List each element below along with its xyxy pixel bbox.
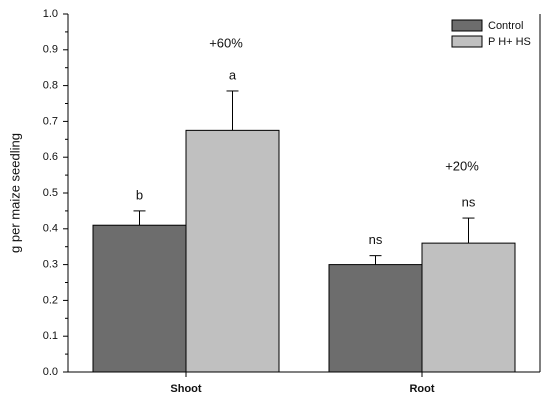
- y-tick-label: 0.5: [43, 187, 58, 199]
- y-tick-label: 0.8: [43, 80, 58, 92]
- y-tick-label: 0.7: [43, 115, 58, 127]
- y-tick-label: 0.3: [43, 259, 58, 271]
- x-tick-label: Root: [409, 383, 434, 395]
- significance-label: ns: [462, 194, 476, 209]
- y-tick-label: 0.4: [43, 223, 58, 235]
- y-tick-label: 0.1: [43, 330, 58, 342]
- y-tick-label: 0.9: [43, 44, 58, 56]
- y-tick-label: 0.2: [43, 294, 58, 306]
- error-bar: [462, 217, 475, 244]
- bar: [421, 242, 516, 373]
- bar: [185, 129, 280, 373]
- legend-label: Control: [488, 20, 523, 32]
- y-tick-label: 0.0: [43, 366, 58, 378]
- significance-label: b: [136, 187, 143, 202]
- group-annotation: +20%: [445, 158, 479, 173]
- legend-swatch: [451, 19, 483, 32]
- bar: [92, 224, 187, 373]
- bar: [328, 264, 423, 373]
- legend-label: P H+ HS: [488, 36, 531, 48]
- significance-label: ns: [369, 232, 383, 247]
- x-tick-label: Shoot: [170, 383, 201, 395]
- error-bar: [369, 255, 382, 265]
- group-annotation: +60%: [209, 35, 243, 50]
- error-bar: [226, 90, 239, 131]
- error-bar: [133, 210, 146, 226]
- y-tick-label: 1.0: [43, 8, 58, 20]
- y-axis-label: g per maize seedling: [7, 133, 22, 253]
- y-tick-label: 0.6: [43, 151, 58, 163]
- legend-swatch: [451, 35, 483, 48]
- significance-label: a: [229, 67, 237, 82]
